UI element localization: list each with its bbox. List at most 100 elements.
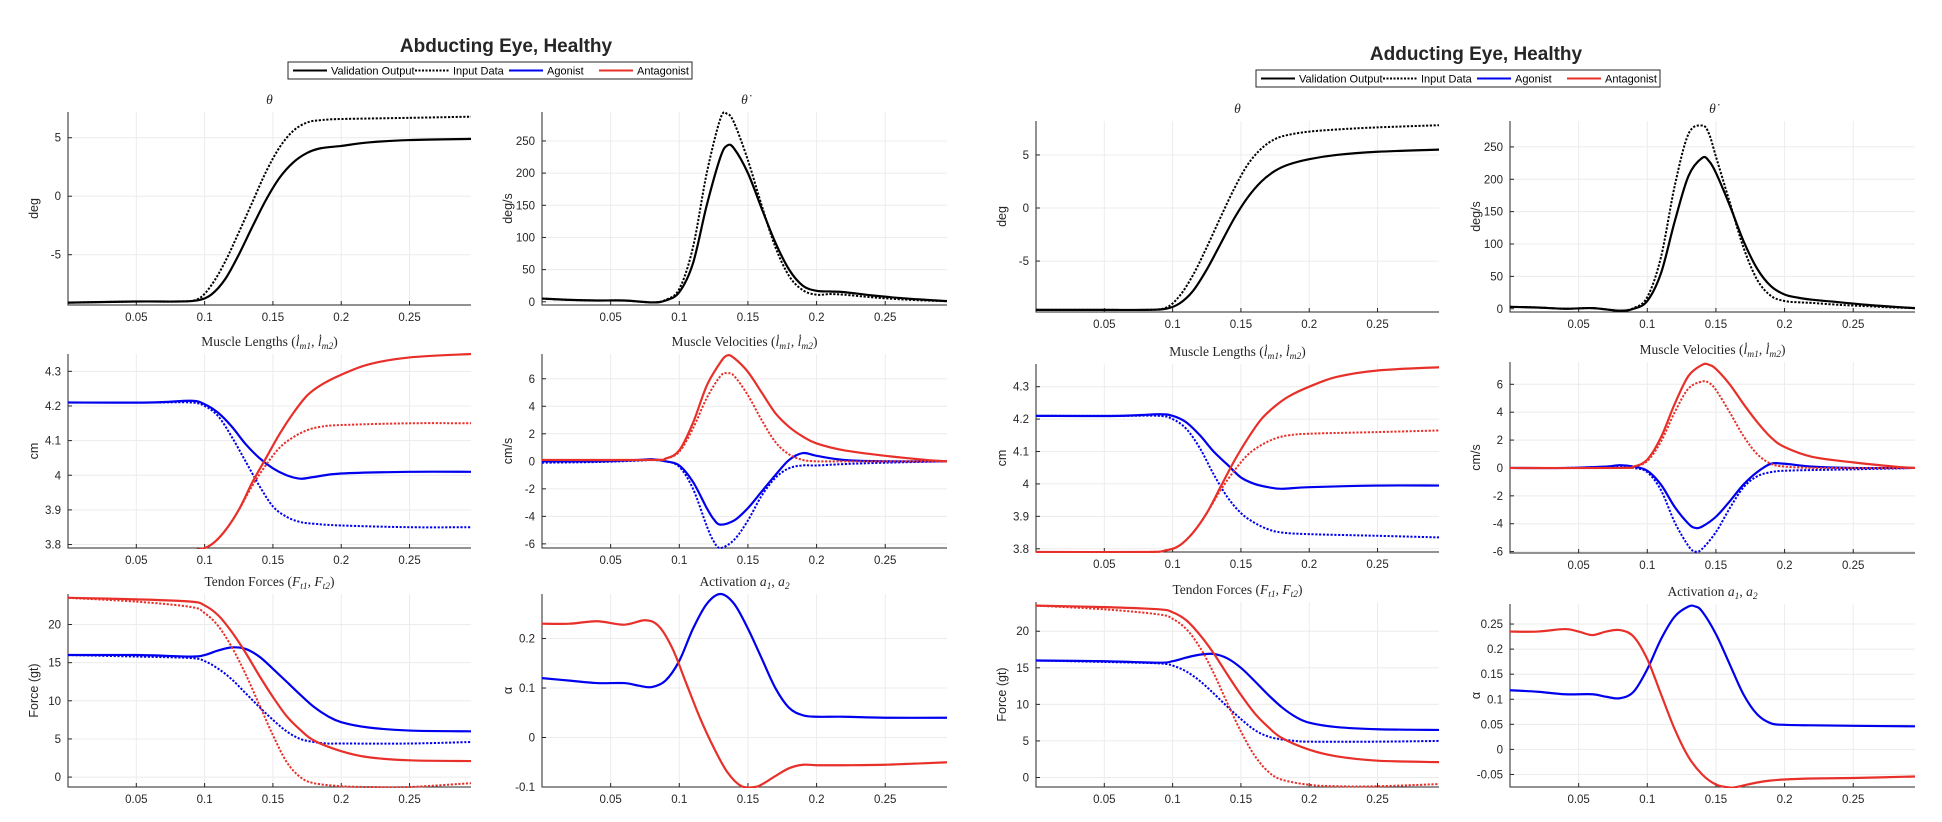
series-line-blue-dotted	[1510, 465, 1915, 553]
y-tick-label: -6	[1493, 547, 1503, 559]
series-group	[542, 592, 947, 788]
legend-entry: Agonist	[547, 66, 584, 78]
panel-title: Tendon Forces (Ft1, Ft2)	[1172, 582, 1302, 600]
x-tick-label: 0.15	[1230, 319, 1252, 331]
legend-entry: Validation Output	[1299, 74, 1383, 86]
y-tick-label: 5	[1023, 736, 1029, 748]
y-tick-label: 150	[1484, 207, 1503, 219]
y-tick-label: 0.25	[1481, 619, 1503, 631]
y-tick-label: 10	[1016, 699, 1029, 711]
series-line-red-solid	[542, 354, 947, 463]
x-tick-label: 0.25	[398, 555, 420, 567]
x-tick-label: 0.05	[1093, 794, 1115, 806]
series-line-black-solid	[68, 137, 471, 304]
series-line-black-dotted	[542, 111, 947, 304]
panel-muscle_velocities-1: 0.05 0.1 0.15 0.2 0.25 -6 -4 -2 0 2 4 6 Muscle Veloc…	[1469, 342, 1915, 572]
series-line-blue-dotted	[1036, 659, 1439, 743]
series-group	[1036, 366, 1439, 553]
y-tick-label: 50	[522, 265, 535, 277]
x-tick-label: 0.05	[125, 794, 147, 806]
panel-tendon_forces-1: 0.05 0.1 0.15 0.2 0.25 0 5 10 15 20 Tendon Forces …	[995, 582, 1439, 806]
x-tick-label: 0.25	[398, 794, 420, 806]
axes-frame	[1509, 604, 1915, 788]
y-tick-label: 20	[48, 620, 61, 632]
panel-activation-1: 0.05 0.1 0.15 0.2 0.25 -0.05 0 0.05 0.1 0.15 0.2 0.…	[1469, 584, 1915, 806]
series-line-blue-solid	[1036, 413, 1439, 490]
y-tick-label: 3.9	[45, 505, 61, 517]
y-tick-label: 4.2	[45, 401, 61, 413]
x-tick-label: 0.15	[737, 794, 759, 806]
y-tick-label: 15	[1016, 663, 1029, 675]
x-tick-label: 0.25	[1842, 794, 1864, 806]
y-tick-label: -2	[1493, 491, 1503, 503]
x-tick-label: 0.1	[1165, 319, 1181, 331]
x-tick-label: 0.1	[671, 794, 687, 806]
y-tick-label: -6	[525, 539, 535, 551]
x-tick-label: 0.05	[1567, 319, 1589, 331]
series-line-red-dotted	[542, 372, 947, 463]
series-line-blue-dotted	[68, 654, 471, 745]
x-tick-label: 0.1	[197, 555, 213, 567]
x-tick-label: 0.1	[197, 312, 213, 324]
series-group	[68, 115, 471, 304]
y-tick-label: -5	[51, 250, 61, 262]
x-tick-label: 0.25	[874, 312, 896, 324]
y-tick-label: 4.3	[45, 366, 61, 378]
x-tick-label: 0.15	[1230, 559, 1252, 571]
series-line-blue-solid	[68, 646, 471, 733]
y-tick-label: -0.1	[515, 782, 535, 794]
y-tick-label: -4	[1493, 519, 1504, 531]
series-group	[1036, 124, 1439, 312]
y-tick-label: 6	[529, 374, 535, 386]
axes-frame	[67, 354, 471, 549]
x-tick-label: 0.05	[599, 555, 621, 567]
x-tick-label: 0.15	[262, 555, 284, 567]
axes-frame	[1509, 362, 1915, 554]
panel-title: Muscle Velocities (l̇m1, l̇m2)	[1639, 342, 1785, 360]
axes-frame	[67, 594, 471, 788]
axes-frame	[541, 354, 947, 549]
x-tick-label: 0.25	[1366, 559, 1388, 571]
y-axis-label: α	[501, 687, 515, 694]
y-tick-label: 0	[1023, 772, 1029, 784]
panel-muscle_lengths-1: 0.05 0.1 0.15 0.2 0.25 3.8 3.9 4 4.1 4.2 4.3 Muscle…	[995, 344, 1439, 571]
series-line-black-solid	[1036, 148, 1439, 312]
x-tick-label: 0.2	[1301, 794, 1317, 806]
x-tick-label: 0.2	[333, 312, 349, 324]
x-tick-label: 0.25	[1366, 319, 1388, 331]
y-tick-label: 0	[529, 297, 535, 309]
series-line-red-solid	[196, 352, 471, 549]
y-axis-label: deg/s	[501, 193, 515, 224]
y-axis-label: deg/s	[1469, 201, 1483, 232]
panel-tendon_forces-0: 0.05 0.1 0.15 0.2 0.25 0 5 10 15 20 Tendon Forces …	[27, 574, 471, 806]
series-line-black-dotted	[1036, 124, 1439, 312]
y-tick-label: 4	[1497, 407, 1504, 419]
x-tick-label: 0.1	[671, 555, 687, 567]
series-line-red-solid	[1510, 627, 1915, 788]
y-tick-label: -5	[1019, 256, 1029, 268]
y-tick-label: 4.1	[45, 436, 61, 448]
legend-entry: Validation Output	[331, 66, 415, 78]
y-tick-label: 3.8	[45, 540, 61, 552]
series-line-red-dotted	[1036, 429, 1439, 553]
y-tick-label: 200	[1484, 174, 1503, 186]
x-tick-label: 0.2	[333, 555, 349, 567]
y-tick-label: 4	[55, 470, 62, 482]
y-tick-label: 250	[516, 136, 535, 148]
panel-title: Muscle Lengths (l̇m1, l̇m2)	[1169, 344, 1306, 362]
y-axis-label: deg	[995, 206, 1009, 227]
axes-frame	[1035, 602, 1439, 788]
y-tick-label: 100	[1484, 239, 1503, 251]
y-tick-label: 4.1	[1013, 447, 1029, 459]
series-line-black-solid	[1510, 155, 1915, 312]
y-tick-label: 0	[1497, 744, 1503, 756]
y-tick-label: 3.8	[1013, 544, 1029, 556]
y-axis-label: cm/s	[1469, 444, 1483, 470]
y-tick-label: 0	[55, 772, 61, 784]
x-tick-label: 0.15	[262, 312, 284, 324]
x-tick-label: 0.05	[599, 312, 621, 324]
y-axis-label: cm	[27, 443, 41, 460]
panel-theta_dot-0: 0.05 0.1 0.15 0.2 0.25 0 50 100 150 200 250 θ̇ deg/s	[501, 92, 947, 324]
legend-box	[287, 61, 693, 80]
series-line-red-solid	[542, 619, 947, 788]
